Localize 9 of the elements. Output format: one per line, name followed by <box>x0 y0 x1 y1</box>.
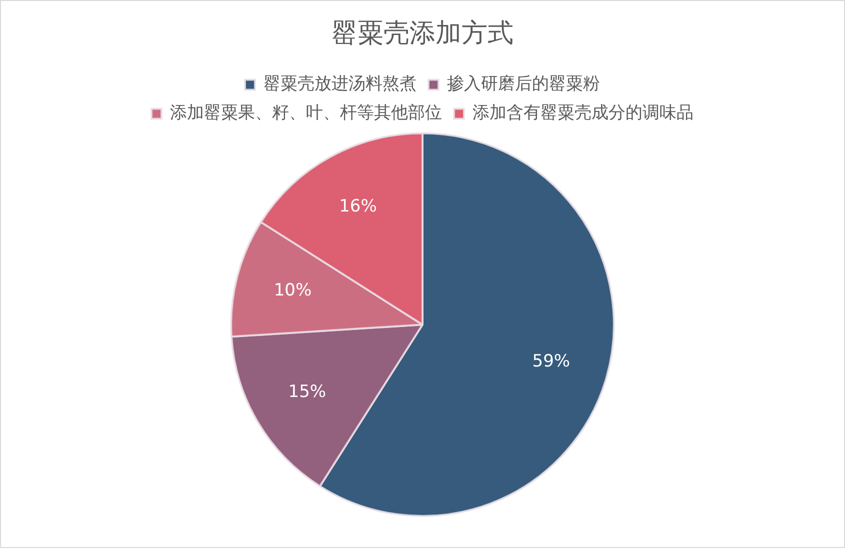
legend-label: 掺入研磨后的罂粟粉 <box>447 74 600 94</box>
data-label: 59% <box>532 351 570 372</box>
data-label: 15% <box>288 382 326 402</box>
legend-label: 添加罂粟果、籽、叶、杆等其他部位 <box>170 103 442 124</box>
chart-title: 罂粟壳添加方式 <box>332 18 514 48</box>
data-label: 10% <box>274 280 312 301</box>
data-label: 16% <box>339 196 377 217</box>
legend-label: 添加含有罂粟壳成分的调味品 <box>472 103 694 124</box>
legend-label: 罂粟壳放进汤料熬煮 <box>264 74 416 94</box>
